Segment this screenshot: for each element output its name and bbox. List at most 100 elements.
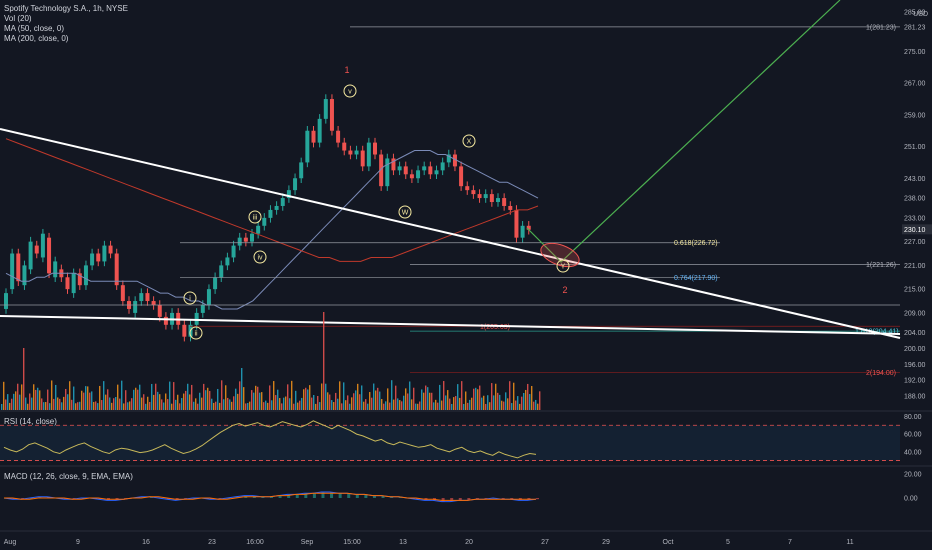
volume-bar	[415, 403, 417, 410]
volume-indicator-label[interactable]: Vol (20)	[4, 14, 32, 23]
volume-bar	[493, 395, 495, 410]
chart-legend: Spotify Technology S.A., 1h, NYSE Vol (2…	[4, 4, 128, 44]
candle	[120, 285, 125, 302]
volume-bar	[253, 392, 255, 410]
volume-bar	[85, 386, 87, 410]
rsi-tick-label: 80.00	[904, 414, 922, 421]
volume-bar	[441, 400, 443, 410]
volume-bar	[333, 402, 335, 410]
candle	[90, 253, 95, 266]
volume-bar	[355, 390, 357, 410]
volume-bar	[321, 383, 323, 410]
price-tick-label: 259.00	[904, 112, 926, 119]
candle	[409, 174, 414, 179]
volume-bar	[255, 385, 257, 410]
volume-bar	[107, 389, 109, 410]
volume-bar	[75, 403, 77, 410]
wave-label-iii-circle	[248, 210, 262, 224]
volume-bar	[25, 397, 27, 410]
candle	[145, 293, 150, 302]
ma200-indicator-label[interactable]: MA (200, close, 0)	[4, 34, 69, 43]
candle	[194, 312, 199, 325]
candle	[446, 154, 451, 163]
volume-bar	[89, 392, 91, 410]
volume-bar	[269, 385, 271, 410]
candle	[348, 150, 353, 155]
volume-bar	[515, 400, 517, 410]
candle	[4, 293, 8, 309]
volume-bar	[435, 399, 437, 410]
price-tick-label: 209.00	[904, 310, 926, 317]
fib-level-label: 1(221.26)	[866, 262, 896, 269]
wave-label-iv-circle	[253, 250, 267, 264]
volume-bar	[369, 392, 371, 410]
volume-bar	[157, 391, 159, 410]
volume-bar	[91, 391, 93, 410]
price-tick-label: 281.23	[904, 24, 926, 31]
volume-bar	[427, 387, 429, 410]
rsi-band	[0, 425, 900, 461]
volume-bar	[55, 384, 57, 410]
price-tick-label: 188.00	[904, 394, 926, 401]
candle	[391, 158, 396, 171]
volume-bar	[63, 396, 65, 410]
volume-bar	[471, 397, 473, 410]
symbol-title[interactable]: Spotify Technology S.A., 1h, NYSE	[4, 4, 128, 13]
volume-bar	[193, 401, 195, 410]
currency-label: USD	[913, 11, 928, 18]
volume-bar	[191, 384, 193, 410]
volume-bar	[363, 401, 365, 410]
time-axis-tick: 7	[788, 539, 792, 546]
volume-bar	[281, 403, 283, 410]
volume-bar	[507, 398, 509, 410]
candle	[502, 198, 507, 206]
volume-bar	[511, 403, 513, 410]
volume-bar	[173, 382, 175, 410]
volume-bar	[353, 393, 355, 410]
volume-bar	[29, 393, 31, 410]
wave-label-ii: ii	[194, 331, 198, 338]
volume-bar	[383, 403, 385, 410]
rsi-indicator-label[interactable]: RSI (14, close)	[4, 417, 57, 426]
volume-bar	[311, 397, 313, 410]
volume-bar	[459, 397, 461, 410]
fib-level-label: 2(194.00)	[866, 370, 896, 377]
volume-bar	[535, 399, 537, 410]
candle	[526, 225, 531, 230]
candle	[336, 130, 341, 143]
volume-bar	[205, 390, 207, 410]
wave-label-y-circle	[556, 259, 570, 273]
candle	[108, 245, 113, 254]
macd-histogram-bar	[390, 496, 394, 498]
candle	[243, 237, 248, 242]
volume-bar	[249, 401, 251, 410]
candle	[329, 99, 334, 131]
volume-bar	[261, 392, 263, 410]
volume-bar	[1, 404, 3, 410]
volume-bar	[539, 391, 541, 410]
ma50-indicator-label[interactable]: MA (50, close, 0)	[4, 24, 65, 33]
candle	[256, 225, 261, 234]
volume-bar	[481, 397, 483, 410]
candle	[360, 150, 365, 167]
volume-bar	[181, 398, 183, 410]
volume-bar	[327, 392, 329, 410]
volume-bar	[223, 399, 225, 410]
time-axis-tick: 16	[142, 539, 150, 546]
candle	[225, 257, 230, 266]
candle	[397, 166, 402, 171]
volume-bar	[533, 401, 535, 410]
volume-bar	[179, 403, 181, 410]
volume-bar	[313, 394, 315, 410]
volume-bar	[413, 387, 415, 410]
macd-indicator-label[interactable]: MACD (12, 26, close, 9, EMA, EMA)	[4, 472, 133, 481]
volume-bar	[49, 403, 51, 410]
price-tick-label: 275.00	[904, 49, 926, 56]
volume-bar	[33, 384, 35, 410]
volume-bar	[443, 381, 445, 410]
volume-bar	[243, 387, 245, 410]
volume-bar	[341, 403, 343, 410]
candle	[206, 289, 211, 305]
volume-bar	[257, 386, 259, 410]
